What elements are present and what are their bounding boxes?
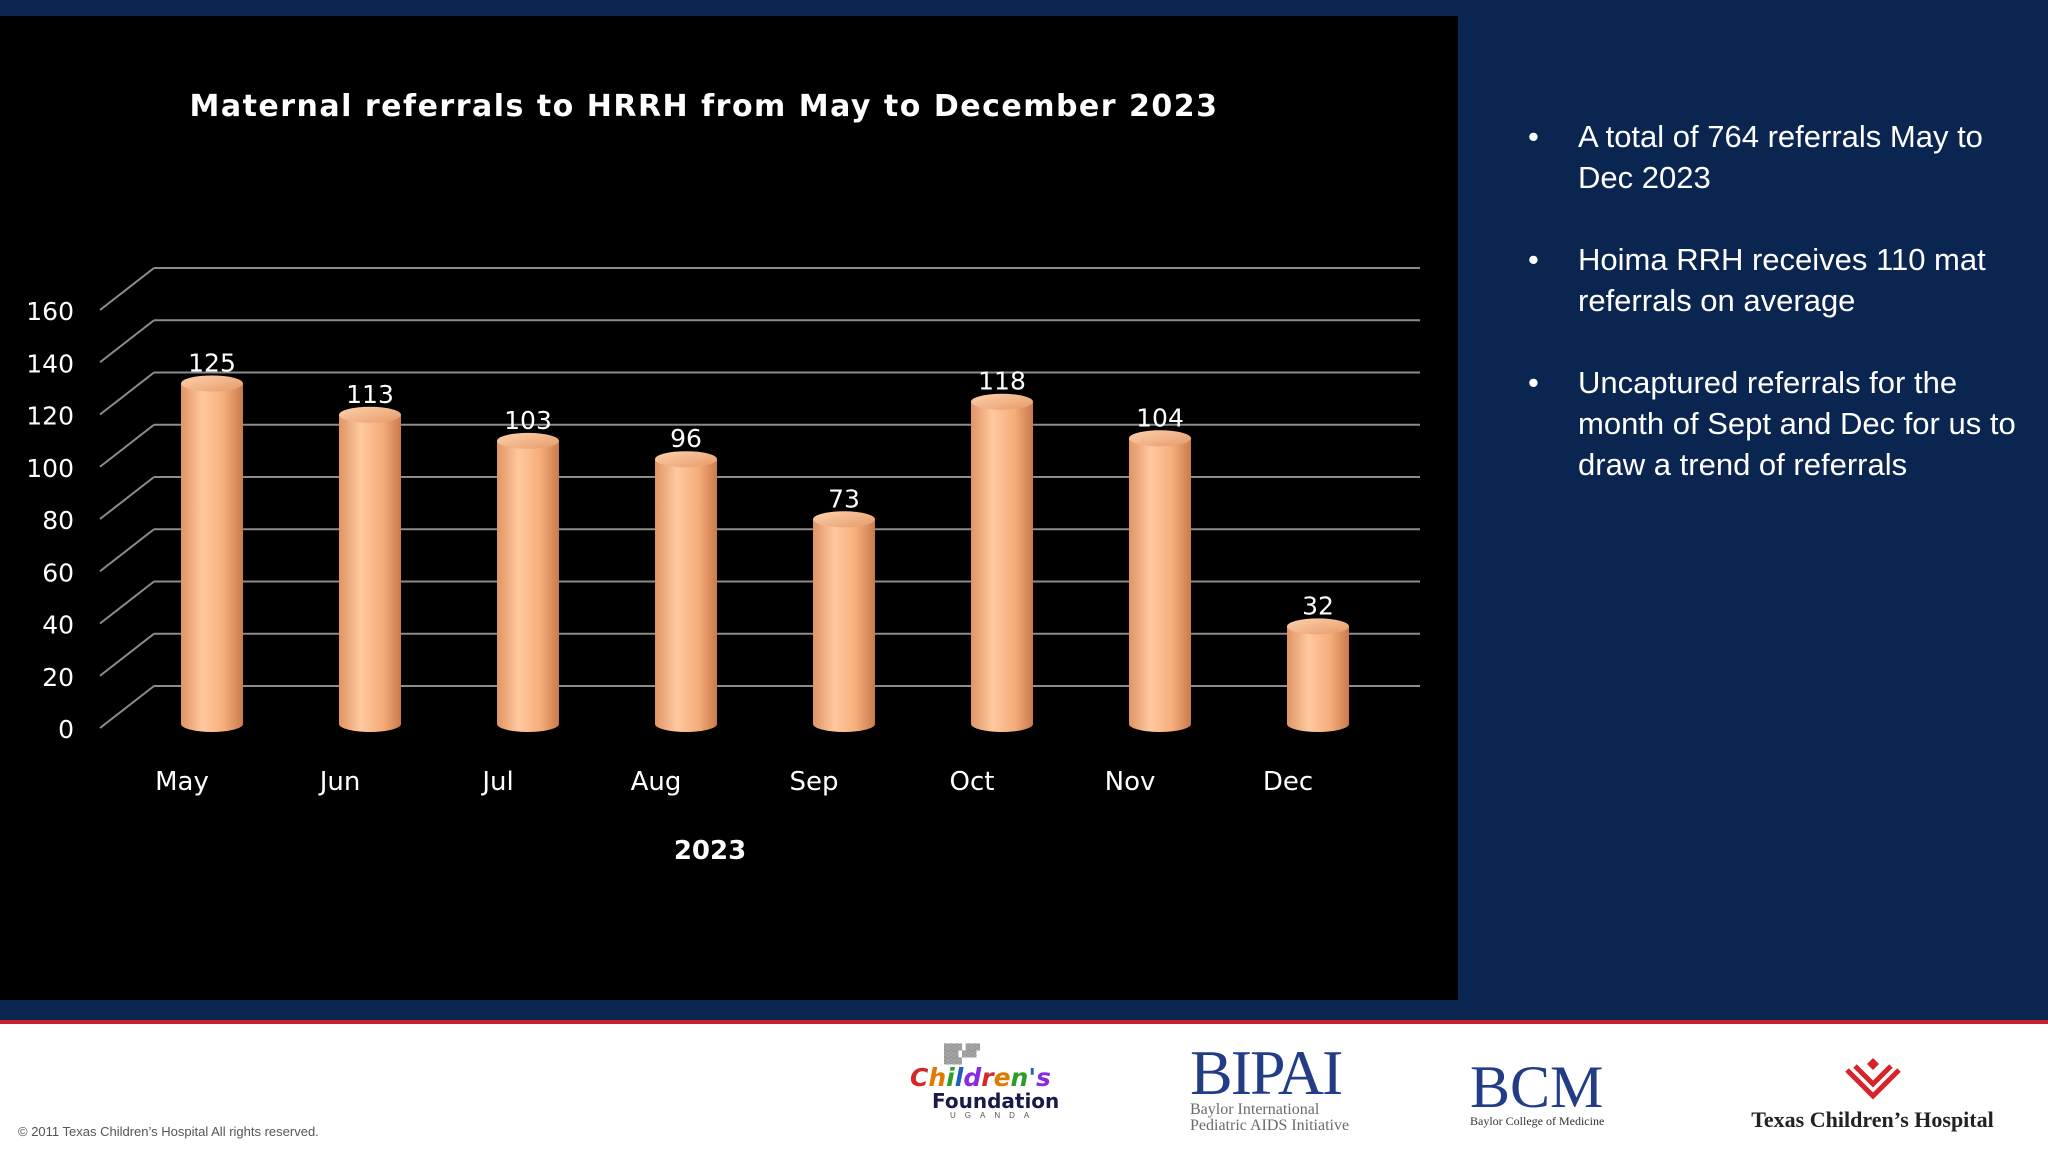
data-label: 125 <box>188 348 236 377</box>
data-label: 32 <box>1302 591 1334 620</box>
bar-body <box>1129 438 1191 732</box>
chart-title: Maternal referrals to HRRH from May to D… <box>189 89 1218 124</box>
logo-uganda-word: UGANDA <box>950 1111 1039 1120</box>
bar-nov <box>1129 430 1191 732</box>
bcm-name: BCM <box>1470 1054 1604 1120</box>
bullet-uncaptured-referrals: • Uncaptured referrals for the month of … <box>1528 362 2028 485</box>
bar-top <box>813 511 875 528</box>
gridline-diagonal <box>99 632 155 677</box>
bar-jun <box>339 406 401 732</box>
x-tick-label: Sep <box>789 767 838 797</box>
logo-foundation-word: Foundation <box>932 1089 1060 1113</box>
footer: © 2011 Texas Children’s Hospital All rig… <box>0 1024 2048 1152</box>
bcm-subtitle: Baylor College of Medicine <box>1470 1114 1605 1128</box>
bar-body <box>339 414 401 732</box>
x-tick-label: Aug <box>631 767 682 797</box>
gridline-diagonal <box>99 267 155 311</box>
x-tick-label: Dec <box>1263 767 1313 797</box>
bipai-subtitle-2: Pediatric AIDS Initiative <box>1190 1117 1350 1134</box>
gridline-diagonal <box>99 371 155 416</box>
bar-sep <box>813 511 875 732</box>
bullet-average-referrals: • Hoima RRH receives 110 mat referrals o… <box>1528 239 2028 321</box>
bar-top <box>655 451 717 468</box>
x-tick-label: Nov <box>1105 767 1156 797</box>
y-tick-label: 120 <box>26 402 74 431</box>
y-tick-label: 80 <box>42 506 74 535</box>
bar-top <box>1287 618 1349 635</box>
bar-top <box>971 393 1033 410</box>
data-label: 73 <box>828 484 860 513</box>
bipai-name: BIPAI <box>1190 1037 1343 1108</box>
bar-may <box>181 375 243 732</box>
bar-top <box>339 406 401 423</box>
bar-top <box>1129 430 1191 447</box>
bar-body <box>813 519 875 732</box>
x-tick-label: Oct <box>950 767 995 797</box>
bar-aug <box>655 451 717 732</box>
bar-body <box>1287 626 1349 732</box>
bullet-text: Hoima RRH receives 110 mat referrals on … <box>1578 242 1986 318</box>
tch-name: Texas Children’s Hospital <box>1751 1107 1994 1132</box>
bullet-text: A total of 764 referrals May to Dec 2023 <box>1578 119 1983 195</box>
y-tick-label: 100 <box>26 454 74 483</box>
chart-panel: Maternal referrals to HRRH from May to D… <box>0 16 1458 1000</box>
bullet-total-referrals: • A total of 764 referrals May to Dec 20… <box>1528 116 2028 198</box>
y-tick-label: 160 <box>26 297 74 326</box>
x-axis-label: 2023 <box>674 836 746 866</box>
gridline-diagonal <box>99 319 155 364</box>
gridline-diagonal <box>99 476 155 520</box>
data-label: 104 <box>1136 403 1184 432</box>
copyright-text: © 2011 Texas Children’s Hospital All rig… <box>18 1124 319 1139</box>
tch-heart-icon <box>1844 1058 1901 1100</box>
data-label: 96 <box>670 424 702 453</box>
gridline-diagonal <box>99 423 155 468</box>
data-label: 113 <box>346 380 394 409</box>
gridline-diagonal <box>99 528 155 573</box>
y-tick-label: 0 <box>58 715 74 744</box>
summary-panel: • A total of 764 referrals May to Dec 20… <box>1458 16 2048 1000</box>
gridline-diagonal <box>99 580 155 625</box>
x-tick-label: Jul <box>480 767 513 797</box>
x-tick-label: Jun <box>318 767 361 797</box>
bar-body <box>971 401 1033 732</box>
data-label: 103 <box>504 406 552 435</box>
bcm-logo: BCM Baylor College of Medicine <box>1470 1054 1660 1140</box>
logo-childrens-word: Children's <box>910 1063 1051 1092</box>
childrens-foundation-logo: ▒▒▒▒▒ ▒▒▒▒ ▒▒▒▒ ▒▒▒▒ ▒▒▒▒▒ Children's Foun… <box>910 1034 1085 1142</box>
x-tick-label: May <box>155 767 209 797</box>
bullet-text: Uncaptured referrals for the month of Se… <box>1578 365 2016 482</box>
gridline-diagonal <box>99 685 155 729</box>
summary-bullets: • A total of 764 referrals May to Dec 20… <box>1528 116 2028 526</box>
texas-childrens-hospital-logo: Texas Children’s Hospital <box>1715 1052 2030 1142</box>
footer-accent-stripe <box>0 1020 2048 1024</box>
bar-oct <box>971 393 1033 732</box>
bar-body <box>655 459 717 732</box>
bar-body <box>181 383 243 732</box>
y-tick-label: 40 <box>42 611 74 640</box>
y-tick-label: 60 <box>42 558 74 587</box>
bar-top <box>497 432 559 449</box>
bullet-symbol: • <box>1528 119 1539 154</box>
bar-body <box>497 440 559 732</box>
bullet-symbol: • <box>1528 242 1539 277</box>
bullet-symbol: • <box>1528 365 1539 400</box>
bipai-logo: BIPAI Baylor International Pediatric AID… <box>1190 1037 1410 1144</box>
data-label: 118 <box>978 367 1026 396</box>
logo-fine-print: ▒▒▒▒▒ ▒▒▒▒ ▒▒▒▒ ▒▒▒▒ ▒▒▒▒▒ <box>944 1044 981 1065</box>
bar-jul <box>497 432 559 732</box>
bar-dec <box>1287 618 1349 732</box>
top-band <box>0 0 2048 16</box>
bar-chart: Maternal referrals to HRRH from May to D… <box>26 89 1420 866</box>
y-tick-label: 20 <box>42 663 74 692</box>
bar-top <box>181 375 243 392</box>
y-tick-label: 140 <box>26 349 74 378</box>
bipai-subtitle-1: Baylor International <box>1190 1101 1320 1118</box>
